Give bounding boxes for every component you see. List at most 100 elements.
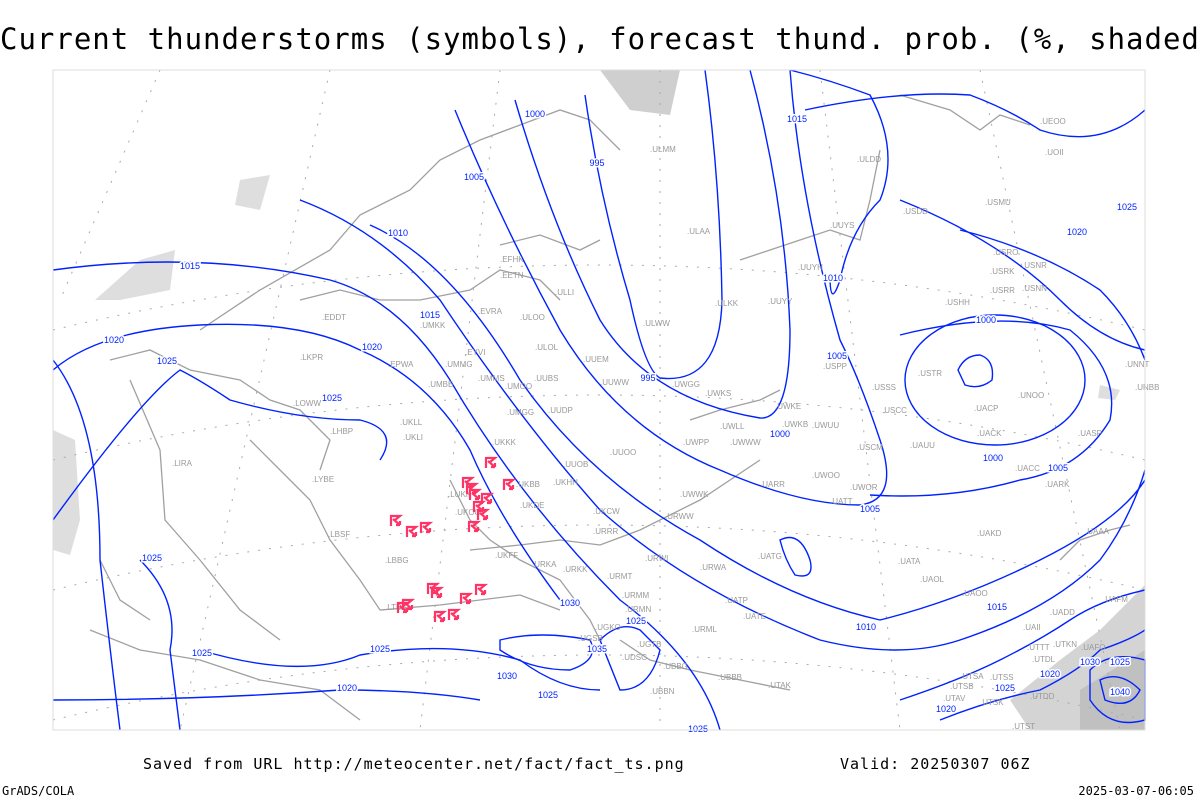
thunderstorm-symbol-icon bbox=[389, 514, 404, 527]
station-label: .ULOO bbox=[520, 313, 545, 322]
station-label: .UNNT bbox=[1125, 360, 1150, 369]
station-label: .URKA bbox=[532, 560, 557, 569]
station-label: .UATP bbox=[725, 596, 748, 605]
isobar-label: 1040 bbox=[1110, 687, 1130, 697]
station-label: .EPWA bbox=[388, 360, 414, 369]
station-label: .USSS bbox=[872, 383, 896, 392]
isobar-label: 1025 bbox=[142, 553, 162, 563]
station-label: .URWI bbox=[645, 554, 668, 563]
isobar-label: 1005 bbox=[827, 351, 847, 361]
station-label: .UWOR bbox=[850, 483, 878, 492]
station-label: .UWUU bbox=[812, 421, 839, 430]
station-label: .UAFO bbox=[1081, 643, 1105, 652]
isobar-label: 1010 bbox=[823, 273, 843, 283]
station-label: .UKHH bbox=[553, 478, 578, 487]
thunderstorm-symbol-icon bbox=[430, 586, 445, 599]
station-label: .UACC bbox=[1015, 464, 1040, 473]
thunderstorm-symbol-icon bbox=[447, 608, 462, 621]
station-label: .UTSS bbox=[990, 673, 1014, 682]
station-label: .UGTB bbox=[637, 640, 661, 649]
station-label: .UADD bbox=[1050, 608, 1075, 617]
isobar-label: 1005 bbox=[860, 504, 880, 514]
station-label: .UNBB bbox=[1135, 383, 1159, 392]
station-label: .ULDD bbox=[857, 155, 881, 164]
station-label: .LUKK bbox=[448, 490, 472, 499]
station-label: .UATG bbox=[758, 552, 782, 561]
station-label: .UWLL bbox=[720, 422, 745, 431]
isobar-label: 1025 bbox=[1117, 202, 1137, 212]
station-label: .UKLL bbox=[400, 418, 423, 427]
valid-time: Valid: 20250307 06Z bbox=[840, 755, 1031, 773]
isobar-label: 1005 bbox=[464, 172, 484, 182]
station-label: .UBBN bbox=[650, 687, 675, 696]
isobar-label: 1025 bbox=[1110, 657, 1130, 667]
isobar-label: 1000 bbox=[983, 453, 1003, 463]
station-label: .UMBB bbox=[428, 380, 453, 389]
station-label: .UTAV bbox=[943, 694, 966, 703]
station-label: .UARK bbox=[1045, 480, 1070, 489]
station-label: .UKFF bbox=[495, 551, 518, 560]
isobar-label: 1025 bbox=[157, 356, 177, 366]
station-label: .ULKK bbox=[715, 299, 739, 308]
station-label: .EVRA bbox=[478, 307, 503, 316]
station-label: .UWWW bbox=[730, 438, 761, 447]
station-label: .USRO bbox=[993, 248, 1018, 257]
thunderstorm-symbol-icon bbox=[433, 610, 448, 623]
station-label: .USHH bbox=[945, 298, 970, 307]
saved-from-url: Saved from URL http://meteocenter.net/fa… bbox=[143, 755, 685, 773]
station-label: .URMN bbox=[625, 605, 651, 614]
isobar-label: 1000 bbox=[770, 429, 790, 439]
isobar-label: 1015 bbox=[420, 310, 440, 320]
station-label: .UAFM bbox=[1103, 595, 1128, 604]
station-label: .UWGG bbox=[672, 380, 700, 389]
station-label: .UASP bbox=[1078, 429, 1102, 438]
station-label: .URWA bbox=[700, 563, 727, 572]
station-label: .UTKN bbox=[1053, 640, 1077, 649]
station-label: .UUBS bbox=[534, 374, 558, 383]
station-label: .USNN bbox=[1022, 284, 1047, 293]
coastlines-borders bbox=[89, 94, 1131, 721]
station-label: .URMT bbox=[607, 572, 632, 581]
station-label: .UUWW bbox=[600, 378, 629, 387]
lat-lon-grid bbox=[52, 69, 1146, 731]
station-label: .UGSB bbox=[578, 634, 603, 643]
station-label: .LOWW bbox=[293, 399, 321, 408]
isobar-label: 1030 bbox=[560, 598, 580, 608]
station-label: .UAAA bbox=[1085, 527, 1110, 536]
station-label: .UWKS bbox=[705, 389, 731, 398]
station-label: .UTSA bbox=[960, 672, 984, 681]
station-label: .UTAK bbox=[768, 681, 792, 690]
isobar-label: 1025 bbox=[192, 648, 212, 658]
isobar-label: 1035 bbox=[587, 644, 607, 654]
station-label: .UMOO bbox=[505, 382, 532, 391]
station-label: .URWW bbox=[665, 512, 694, 521]
station-label: .UKCW bbox=[593, 507, 620, 516]
thunderstorm-symbol-icon bbox=[468, 488, 483, 501]
isobar-label: 1000 bbox=[525, 109, 545, 119]
station-label: .UBBG bbox=[663, 662, 688, 671]
thunderstorm-symbols bbox=[389, 456, 517, 623]
isobar-label: 1015 bbox=[787, 114, 807, 124]
station-label: .UWPP bbox=[683, 438, 709, 447]
station-label: .USMU bbox=[985, 198, 1011, 207]
station-label: .UNOO bbox=[1018, 391, 1044, 400]
station-label: .UMKK bbox=[420, 321, 446, 330]
thunderstorm-symbol-icon bbox=[459, 592, 474, 605]
station-label: .UACK bbox=[977, 429, 1002, 438]
isobar-label: 1020 bbox=[936, 704, 956, 714]
isobar-label: 1020 bbox=[1040, 669, 1060, 679]
thunderstorm-symbol-icon bbox=[426, 582, 441, 595]
station-label: .UATA bbox=[898, 557, 921, 566]
station-label: .UUOB bbox=[563, 460, 588, 469]
station-label: .UUYS bbox=[830, 221, 854, 230]
isobar-label: 1020 bbox=[362, 342, 382, 352]
isobar-label: 1025 bbox=[322, 393, 342, 403]
station-label: .UMGG bbox=[507, 408, 534, 417]
station-label: .UATE bbox=[743, 612, 766, 621]
station-label: .UAOO bbox=[962, 589, 988, 598]
station-label: .UWWK bbox=[680, 490, 709, 499]
station-label: .USTR bbox=[918, 369, 942, 378]
isobar-label: 1010 bbox=[856, 622, 876, 632]
station-label: .UOII bbox=[1045, 148, 1064, 157]
isobars bbox=[52, 69, 1146, 731]
